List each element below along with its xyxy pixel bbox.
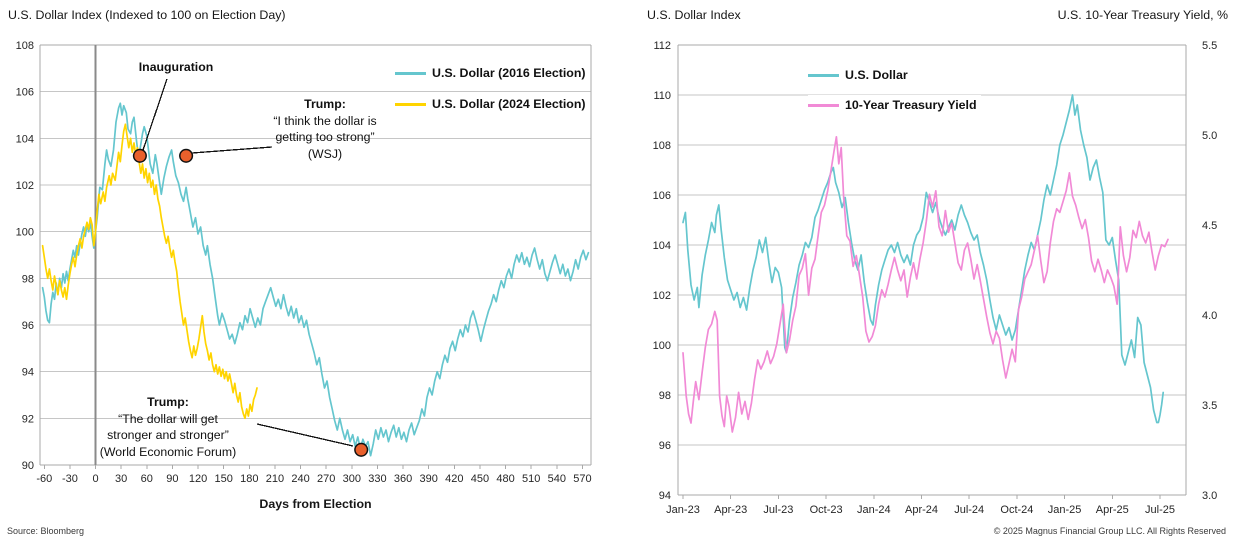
left-chart-x-axis-label: Days from Election bbox=[259, 497, 372, 511]
svg-text:480: 480 bbox=[496, 473, 514, 485]
svg-text:Apr-24: Apr-24 bbox=[905, 504, 938, 516]
annotation-trump-wef: Trump: “The dollar will get stronger and… bbox=[70, 394, 266, 460]
svg-text:96: 96 bbox=[659, 440, 671, 452]
svg-text:92: 92 bbox=[22, 413, 34, 425]
svg-text:270: 270 bbox=[317, 473, 335, 485]
svg-text:360: 360 bbox=[394, 473, 412, 485]
svg-text:100: 100 bbox=[16, 227, 34, 239]
svg-text:450: 450 bbox=[471, 473, 489, 485]
svg-text:108: 108 bbox=[653, 140, 671, 152]
svg-text:210: 210 bbox=[266, 473, 284, 485]
legend-label-2024: U.S. Dollar (2024 Election) bbox=[432, 97, 586, 111]
svg-text:102: 102 bbox=[16, 180, 34, 192]
svg-text:-60: -60 bbox=[36, 473, 52, 485]
svg-text:60: 60 bbox=[141, 473, 153, 485]
svg-text:Jul-24: Jul-24 bbox=[954, 504, 984, 516]
annotation-trump-wsj: Trump: “I think the dollar is getting to… bbox=[238, 96, 412, 162]
svg-text:150: 150 bbox=[214, 473, 232, 485]
svg-text:3.5: 3.5 bbox=[1202, 400, 1217, 412]
svg-text:5.5: 5.5 bbox=[1202, 40, 1217, 52]
legend-label-usd: U.S. Dollar bbox=[845, 68, 908, 82]
svg-text:112: 112 bbox=[653, 40, 671, 52]
svg-text:104: 104 bbox=[16, 133, 34, 145]
legend-item-usd: U.S. Dollar bbox=[808, 65, 981, 85]
annotation-wef-line-3: stronger and stronger” bbox=[107, 428, 229, 442]
svg-text:102: 102 bbox=[653, 290, 671, 302]
svg-text:240: 240 bbox=[291, 473, 309, 485]
svg-text:Apr-23: Apr-23 bbox=[714, 504, 747, 516]
svg-text:120: 120 bbox=[189, 473, 207, 485]
svg-text:330: 330 bbox=[368, 473, 386, 485]
legend-swatch-2024 bbox=[395, 102, 426, 106]
svg-text:Jul-25: Jul-25 bbox=[1145, 504, 1175, 516]
copyright-note: © 2025 Magnus Financial Group LLC. All R… bbox=[993, 526, 1226, 536]
svg-text:510: 510 bbox=[522, 473, 540, 485]
svg-text:5.0: 5.0 bbox=[1202, 130, 1217, 142]
legend-label-2016: U.S. Dollar (2016 Election) bbox=[432, 66, 586, 80]
annotation-inauguration: Inauguration bbox=[116, 59, 236, 76]
svg-text:110: 110 bbox=[653, 90, 671, 102]
legend-swatch-usd bbox=[808, 73, 839, 77]
legend-item-2016: U.S. Dollar (2016 Election) bbox=[395, 63, 590, 83]
legend-item-2024: U.S. Dollar (2024 Election) bbox=[395, 94, 590, 114]
legend-item-yield: 10-Year Treasury Yield bbox=[808, 95, 981, 115]
svg-text:Apr-25: Apr-25 bbox=[1096, 504, 1129, 516]
annotation-wsj-line-4: (WSJ) bbox=[307, 146, 343, 161]
svg-text:Jan-24: Jan-24 bbox=[857, 504, 891, 516]
annotation-wef-line-4: (World Economic Forum) bbox=[99, 444, 237, 459]
svg-text:98: 98 bbox=[22, 273, 34, 285]
svg-text:98: 98 bbox=[659, 390, 671, 402]
legend-swatch-yield bbox=[808, 103, 839, 107]
svg-text:4.5: 4.5 bbox=[1202, 220, 1217, 232]
svg-text:96: 96 bbox=[22, 320, 34, 332]
source-note: Source: Bloomberg bbox=[7, 526, 85, 536]
svg-text:-30: -30 bbox=[62, 473, 78, 485]
svg-text:90: 90 bbox=[22, 460, 34, 472]
left-chart-title: U.S. Dollar Index (Indexed to 100 on Ele… bbox=[8, 8, 286, 22]
svg-text:0: 0 bbox=[92, 473, 98, 485]
svg-text:Jan-25: Jan-25 bbox=[1048, 504, 1082, 516]
svg-text:570: 570 bbox=[573, 473, 591, 485]
svg-text:100: 100 bbox=[653, 340, 671, 352]
svg-text:300: 300 bbox=[343, 473, 361, 485]
annotation-wsj-line-3: getting too strong” bbox=[275, 130, 375, 144]
annotation-wsj-line-1: Trump: bbox=[304, 97, 346, 111]
annotation-wef-line-1: Trump: bbox=[147, 395, 189, 409]
svg-text:180: 180 bbox=[240, 473, 258, 485]
annotation-wef-line-2: “The dollar will get bbox=[118, 411, 218, 426]
svg-text:106: 106 bbox=[16, 87, 34, 99]
right-chart-left-axis-title: U.S. Dollar Index bbox=[647, 8, 741, 22]
svg-text:Jan-23: Jan-23 bbox=[666, 504, 700, 516]
svg-text:4.0: 4.0 bbox=[1202, 310, 1217, 322]
svg-text:540: 540 bbox=[548, 473, 566, 485]
svg-text:94: 94 bbox=[22, 367, 34, 379]
left-chart-legend: U.S. Dollar (2016 Election) U.S. Dollar … bbox=[395, 63, 590, 125]
svg-text:90: 90 bbox=[166, 473, 178, 485]
svg-text:Oct-23: Oct-23 bbox=[810, 504, 843, 516]
svg-text:3.0: 3.0 bbox=[1202, 490, 1217, 502]
svg-text:104: 104 bbox=[653, 240, 671, 252]
legend-swatch-2016 bbox=[395, 71, 426, 75]
svg-text:Jul-23: Jul-23 bbox=[763, 504, 793, 516]
svg-text:30: 30 bbox=[115, 473, 127, 485]
svg-text:Oct-24: Oct-24 bbox=[1000, 504, 1033, 516]
legend-label-yield: 10-Year Treasury Yield bbox=[845, 98, 977, 112]
svg-text:108: 108 bbox=[16, 40, 34, 52]
svg-text:390: 390 bbox=[420, 473, 438, 485]
right-chart-right-axis-title: U.S. 10-Year Treasury Yield, % bbox=[1057, 8, 1228, 22]
annotation-inauguration-label: Inauguration bbox=[138, 60, 214, 74]
svg-text:420: 420 bbox=[445, 473, 463, 485]
svg-text:106: 106 bbox=[653, 190, 671, 202]
annotation-wsj-line-2: “I think the dollar is bbox=[273, 113, 377, 128]
svg-text:94: 94 bbox=[659, 490, 671, 502]
right-chart-legend: U.S. Dollar 10-Year Treasury Yield bbox=[808, 65, 981, 125]
